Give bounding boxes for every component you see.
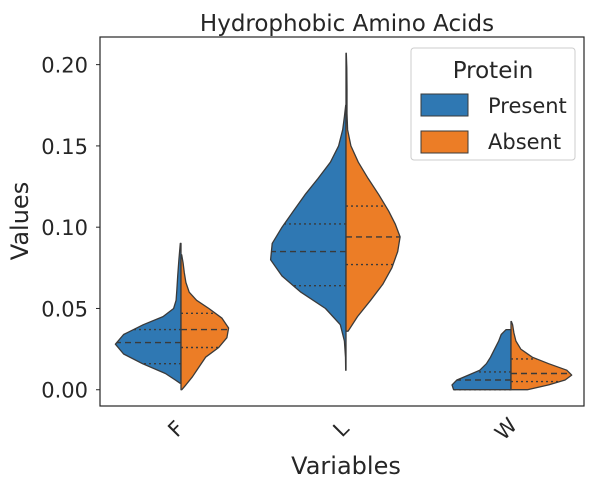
y-tick-label: 0.05 (41, 297, 88, 321)
violin-absent-F (180, 254, 230, 391)
violin-present-F (114, 242, 182, 384)
legend-swatch-present (420, 93, 469, 117)
legend-swatch-absent (420, 130, 469, 154)
legend-label-absent: Absent (488, 130, 561, 154)
y-tick-label: 0.20 (41, 54, 88, 78)
x-tick-label-L: L (328, 416, 353, 441)
x-axis-label: Variables (291, 452, 401, 480)
violin-present-L (269, 104, 347, 371)
y-axis: 0.00 0.05 0.10 0.15 0.20 (41, 54, 100, 403)
plot-area (114, 52, 573, 391)
y-axis-label: Values (6, 182, 34, 260)
x-tick-label-W: W (490, 413, 522, 445)
y-tick-label: 0.15 (41, 135, 88, 159)
chart-title: Hydrophobic Amino Acids (200, 11, 494, 37)
y-tick-label: 0.10 (41, 216, 88, 240)
legend: Protein Present Absent (410, 47, 576, 161)
violin-absent-L (345, 52, 401, 332)
y-tick-label: 0.00 (41, 379, 88, 403)
x-tick-label-F: F (163, 416, 189, 442)
plot-frame (99, 36, 585, 407)
legend-label-present: Present (488, 94, 567, 118)
violin-absent-W (510, 320, 573, 391)
legend-title: Protein (453, 58, 534, 84)
violin-present-W (451, 328, 512, 391)
